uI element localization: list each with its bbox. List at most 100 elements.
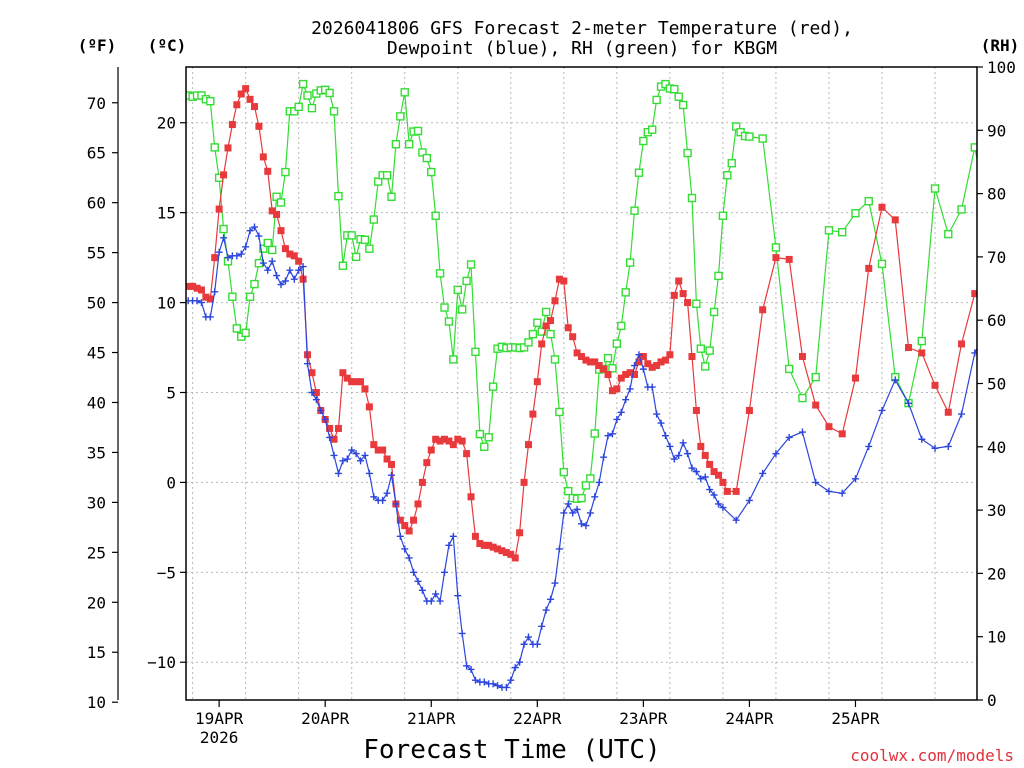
data-point-2-meter-temperature: [944, 408, 952, 416]
data-point-2-meter-temperature: [723, 487, 731, 495]
data-point-dewpoint: [555, 545, 563, 553]
data-point-dewpoint: [648, 383, 656, 391]
data-point-dewpoint: [494, 682, 502, 690]
data-point-2-meter-temperature: [798, 353, 806, 361]
data-point-dewpoint: [701, 473, 709, 481]
fahrenheit-tick-label: 20: [87, 593, 106, 612]
data-point-rh: [696, 344, 706, 353]
data-point-2-meter-temperature: [445, 437, 453, 445]
data-point-rh: [541, 307, 551, 317]
data-point-rh: [581, 481, 591, 490]
data-point-rh: [661, 79, 670, 89]
x-tick-label: 23APR: [619, 709, 668, 728]
data-point-dewpoint: [383, 489, 391, 497]
data-point-dewpoint: [520, 640, 528, 648]
data-point-2-meter-temperature: [334, 424, 342, 432]
data-point-rh: [590, 429, 599, 438]
source-credit[interactable]: coolwx.com/models: [850, 746, 1014, 765]
data-point-dewpoint: [653, 410, 661, 418]
data-point-dewpoint: [502, 683, 510, 691]
data-point-2-meter-temperature: [516, 529, 524, 537]
data-point-rh: [555, 407, 564, 417]
data-point-rh: [524, 338, 533, 347]
data-point-dewpoint: [220, 234, 228, 242]
data-point-2-meter-temperature: [339, 369, 347, 377]
data-point-2-meter-temperature: [396, 516, 404, 524]
data-point-2-meter-temperature: [286, 250, 294, 258]
data-point-dewpoint: [684, 450, 692, 458]
data-point-dewpoint: [352, 450, 360, 458]
celsius-tick-label: 10: [157, 294, 176, 313]
data-point-dewpoint: [971, 349, 977, 357]
data-point-dewpoint: [215, 248, 223, 256]
data-point-2-meter-temperature: [688, 353, 696, 361]
data-point-2-meter-temperature: [661, 356, 669, 364]
data-point-dewpoint: [516, 658, 524, 666]
data-point-rh: [944, 229, 953, 239]
data-point-2-meter-temperature: [352, 378, 360, 386]
x-tick-label: 20APR: [301, 709, 350, 728]
data-point-dewpoint: [290, 275, 298, 283]
data-point-2-meter-temperature: [697, 442, 705, 450]
fahrenheit-tick-label: 60: [87, 194, 106, 213]
data-point-rh: [241, 328, 250, 338]
data-point-rh: [334, 191, 343, 201]
celsius-tick-label: 0: [166, 473, 176, 492]
data-point-dewpoint: [454, 592, 462, 600]
data-point-2-meter-temperature: [454, 435, 462, 443]
data-point-dewpoint: [348, 446, 356, 454]
data-point-rh: [630, 206, 639, 215]
data-point-dewpoint: [878, 406, 886, 414]
data-point-dewpoint: [242, 243, 250, 251]
data-point-dewpoint: [414, 577, 422, 585]
plot-frame: [185, 66, 978, 701]
data-point-rh: [232, 324, 242, 333]
data-point-rh: [877, 259, 887, 269]
data-point-dewpoint: [551, 579, 559, 587]
data-point-dewpoint: [392, 500, 400, 508]
rh-tick-label: 70: [987, 248, 1006, 267]
data-point-rh: [440, 303, 449, 312]
data-point-2-meter-temperature: [971, 290, 977, 298]
data-point-dewpoint: [812, 478, 820, 486]
data-point-2-meter-temperature: [564, 324, 572, 332]
rh-tick-label: 50: [987, 375, 1006, 394]
data-point-rh: [449, 355, 458, 364]
data-point-dewpoint: [710, 491, 718, 499]
data-point-2-meter-temperature: [498, 547, 506, 555]
data-point-rh: [648, 125, 657, 134]
rh-tick-label: 10: [987, 628, 1006, 647]
data-point-rh: [970, 143, 977, 152]
data-point-2-meter-temperature: [379, 446, 387, 454]
data-point-2-meter-temperature: [666, 351, 674, 359]
data-point-rh: [228, 292, 237, 301]
data-point-2-meter-temperature: [494, 545, 502, 553]
data-point-2-meter-temperature: [529, 410, 537, 418]
data-point-2-meter-temperature: [281, 245, 289, 253]
data-point-rh: [396, 112, 405, 121]
data-point-rh: [480, 442, 489, 451]
data-point-dewpoint: [608, 430, 616, 438]
data-point-rh: [391, 140, 401, 149]
data-point-rh: [272, 192, 281, 201]
data-point-rh: [294, 102, 303, 112]
fahrenheit-tick-label: 55: [87, 244, 106, 263]
data-point-2-meter-temperature: [613, 385, 621, 393]
data-point-2-meter-temperature: [290, 252, 298, 260]
data-point-rh: [838, 228, 847, 237]
data-point-2-meter-temperature: [582, 356, 590, 364]
data-point-2-meter-temperature: [250, 103, 258, 111]
grid-lines: [186, 67, 977, 700]
x-tick-label: 25APR: [831, 709, 880, 728]
data-point-2-meter-temperature: [701, 451, 709, 459]
data-point-2-meter-temperature: [524, 441, 532, 449]
data-point-dewpoint: [944, 442, 952, 450]
data-point-rh: [731, 122, 741, 131]
data-point-dewpoint: [308, 388, 316, 396]
data-point-2-meter-temperature: [573, 349, 581, 357]
data-point-dewpoint: [958, 410, 966, 418]
data-point-dewpoint: [595, 478, 603, 486]
data-point-dewpoint: [365, 469, 373, 477]
data-point-dewpoint: [277, 281, 285, 289]
data-point-dewpoint: [825, 487, 833, 495]
